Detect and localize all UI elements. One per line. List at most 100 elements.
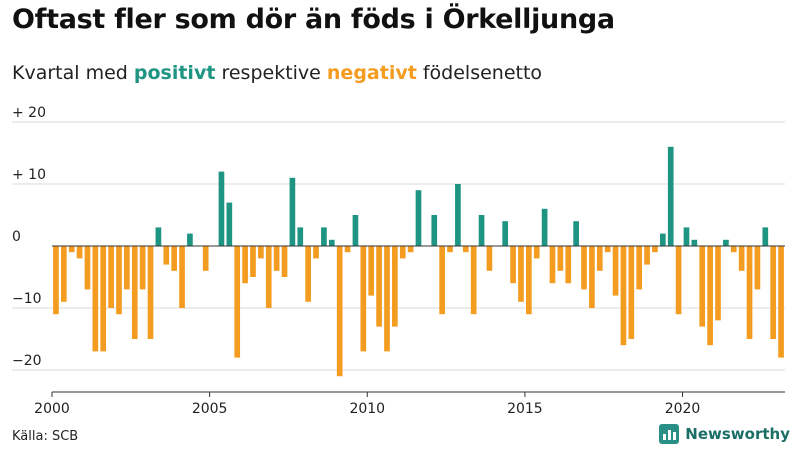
bar (612, 246, 619, 296)
bar (510, 246, 516, 284)
bar (723, 239, 729, 246)
bar (407, 246, 414, 253)
y-tick-label: + 20 (12, 105, 46, 121)
bar (754, 246, 761, 290)
x-tick-label: 2000 (34, 401, 70, 417)
bar (76, 246, 83, 259)
gridlines (12, 121, 785, 371)
bar (179, 246, 185, 308)
bar (518, 246, 524, 302)
y-tick-label: 0 (12, 229, 21, 245)
bar (636, 246, 643, 290)
bar-chart-icon (659, 424, 680, 444)
bar (171, 246, 177, 271)
bar (336, 246, 343, 377)
bar (392, 246, 398, 327)
bar (202, 246, 209, 271)
chart-title: Oftast fler som dör än föds i Örkelljung… (12, 4, 615, 35)
bar (116, 246, 122, 315)
bar (53, 246, 59, 315)
bar (557, 246, 564, 271)
bar (265, 246, 272, 308)
y-tick-label: −20 (12, 353, 42, 369)
y-tick-label: + 10 (12, 167, 46, 183)
bar (305, 246, 311, 302)
logo-text: Newsworthy (685, 425, 790, 443)
bar (100, 246, 107, 352)
x-tick-label: 2020 (665, 401, 701, 417)
bar (502, 221, 509, 246)
bar (683, 227, 690, 246)
bar (108, 246, 114, 308)
bar (376, 246, 382, 327)
bar (155, 227, 162, 246)
bar (431, 215, 438, 246)
bar (84, 246, 91, 290)
bar (691, 239, 698, 246)
bar (675, 246, 682, 315)
bar (652, 246, 658, 253)
bar (470, 246, 477, 315)
bar (707, 246, 713, 346)
bar (573, 221, 579, 246)
subtitle-prefix: Kvartal med (12, 62, 134, 84)
bar (478, 215, 485, 246)
bar (581, 246, 587, 290)
bar (313, 246, 319, 259)
newsworthy-logo: Newsworthy (659, 424, 790, 444)
bar (226, 202, 233, 246)
bar (124, 246, 130, 290)
bar (68, 246, 75, 253)
bar (589, 246, 595, 308)
subtitle-positive-label: positivt (133, 62, 216, 84)
x-tick-label: 2010 (349, 401, 385, 417)
bar (273, 246, 280, 271)
bar (738, 246, 745, 271)
bar (746, 246, 753, 339)
bar (344, 246, 351, 253)
bar (770, 246, 777, 339)
bar (297, 227, 304, 246)
bar (250, 246, 256, 277)
x-tick-label: 2015 (507, 401, 543, 417)
bar (139, 246, 146, 290)
bar (667, 146, 674, 246)
source-note: Källa: SCB (12, 429, 79, 444)
bar (415, 190, 422, 246)
bar (399, 246, 406, 259)
bar (281, 246, 288, 277)
bar (147, 246, 154, 339)
bar (778, 246, 784, 358)
bar (187, 233, 193, 246)
subtitle-middle: respektive (215, 62, 327, 84)
bars (53, 146, 784, 377)
bar (455, 184, 461, 246)
y-tick-label: −10 (12, 291, 42, 307)
bar (368, 246, 375, 296)
bar (596, 246, 603, 271)
bar (218, 171, 225, 246)
bar (321, 227, 327, 246)
bar (644, 246, 650, 265)
bar (242, 246, 248, 284)
subtitle-negative-label: negativt (326, 62, 417, 84)
subtitle-suffix: födelsenetto (416, 62, 543, 84)
bar (628, 246, 635, 339)
bar (565, 246, 572, 284)
bar (234, 246, 241, 358)
bar (715, 246, 721, 321)
bar (660, 233, 666, 246)
x-tick-label: 2005 (192, 401, 228, 417)
bar (131, 246, 138, 339)
bar (60, 246, 67, 302)
bar (730, 246, 737, 253)
bar (384, 246, 390, 352)
bar (447, 246, 453, 253)
bar (163, 246, 170, 265)
chart-subtitle: Kvartal med positivt respektive negativt… (12, 62, 542, 84)
x-axis: 2000 2005 2010 2015 2020 (34, 245, 785, 417)
bar (258, 246, 264, 259)
bar (486, 246, 493, 271)
bar (549, 246, 556, 284)
